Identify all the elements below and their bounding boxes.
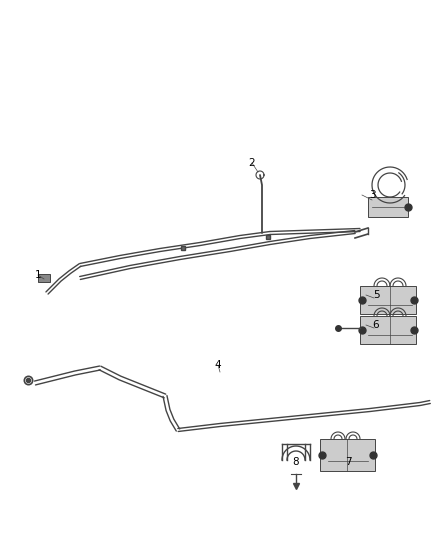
Text: 1: 1 [35, 270, 41, 280]
Text: 6: 6 [373, 320, 379, 330]
Text: 8: 8 [293, 457, 299, 467]
Bar [320, 439, 375, 471]
Text: 3: 3 [369, 190, 375, 200]
Text: 7: 7 [345, 457, 351, 467]
Text: 5: 5 [373, 290, 379, 300]
Bar [360, 286, 416, 314]
Text: 2: 2 [249, 158, 255, 168]
Bar [368, 197, 408, 217]
Bar [360, 316, 416, 344]
Text: 4: 4 [215, 360, 221, 370]
Bar [38, 274, 50, 282]
